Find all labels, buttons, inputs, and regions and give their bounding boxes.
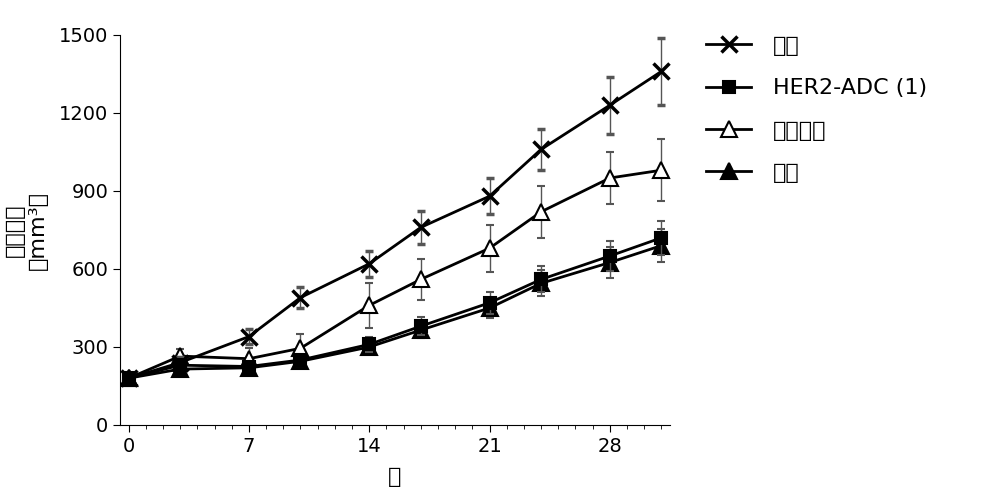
- Legend: 对照, HER2-ADC (1), 奥拉帕尼, 组合: 对照, HER2-ADC (1), 奥拉帕尼, 组合: [698, 27, 936, 192]
- X-axis label: 天: 天: [388, 467, 402, 487]
- Y-axis label: 肿癌体积
（mm³）: 肿癌体积 （mm³）: [5, 190, 48, 270]
